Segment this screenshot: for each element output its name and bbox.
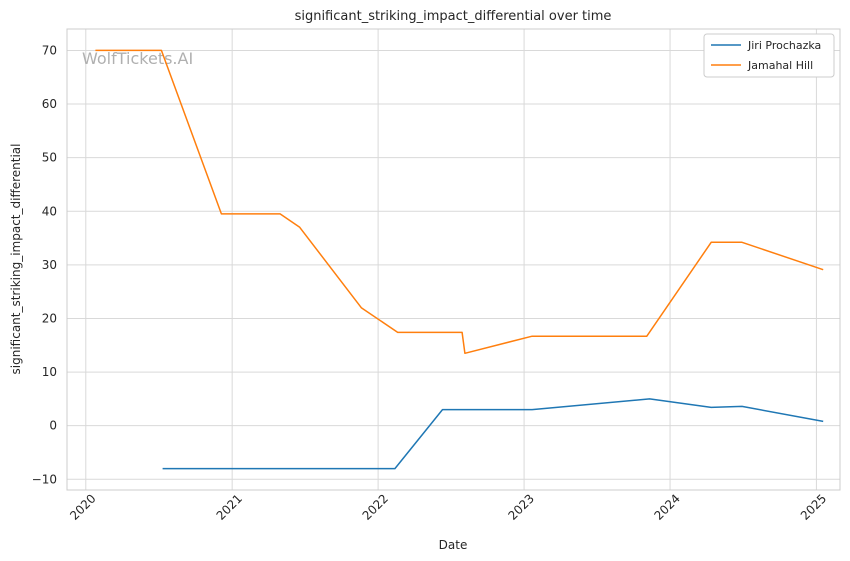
y-tick-label: 0 bbox=[49, 419, 57, 433]
plot-frame bbox=[66, 28, 841, 491]
y-tick-label: 50 bbox=[42, 151, 57, 165]
x-tick-label: 2023 bbox=[506, 491, 537, 522]
x-axis-label: Date bbox=[439, 538, 468, 552]
series-line-jiri-prochazka bbox=[162, 398, 824, 470]
legend-label-jiri-prochazka: Jiri Prochazka bbox=[747, 39, 821, 52]
x-tick-label: 2022 bbox=[360, 491, 391, 522]
y-tick-label: 20 bbox=[42, 311, 57, 325]
grid-lines bbox=[67, 29, 840, 490]
chart-title: significant_striking_impact_differential… bbox=[295, 9, 612, 24]
y-tick-label: 60 bbox=[42, 97, 57, 111]
x-tick-label: 2025 bbox=[798, 491, 829, 522]
legend-label-jamahal-hill: Jamahal Hill bbox=[747, 59, 813, 72]
y-tick-label: 70 bbox=[42, 43, 57, 57]
tick-labels: −10 0 10 20 30 40 50 60 70 2020 2021 2022 2023 2024 20… bbox=[32, 43, 830, 522]
y-axis-label: significant_striking_impact_differential bbox=[9, 144, 23, 375]
x-tick-label: 2024 bbox=[651, 491, 682, 522]
y-tick-label: 10 bbox=[42, 365, 57, 379]
series-line-jamahal-hill bbox=[95, 49, 824, 355]
series-lines bbox=[95, 49, 824, 470]
watermark-text: WolfTickets.AI bbox=[82, 49, 193, 68]
y-tick-label: 40 bbox=[42, 204, 57, 218]
x-tick-label: 2021 bbox=[214, 491, 245, 522]
y-tick-label: −10 bbox=[32, 472, 57, 486]
x-tick-label: 2020 bbox=[67, 491, 98, 522]
y-tick-label: 30 bbox=[42, 258, 57, 272]
legend: Jiri Prochazka Jamahal Hill bbox=[703, 33, 835, 78]
